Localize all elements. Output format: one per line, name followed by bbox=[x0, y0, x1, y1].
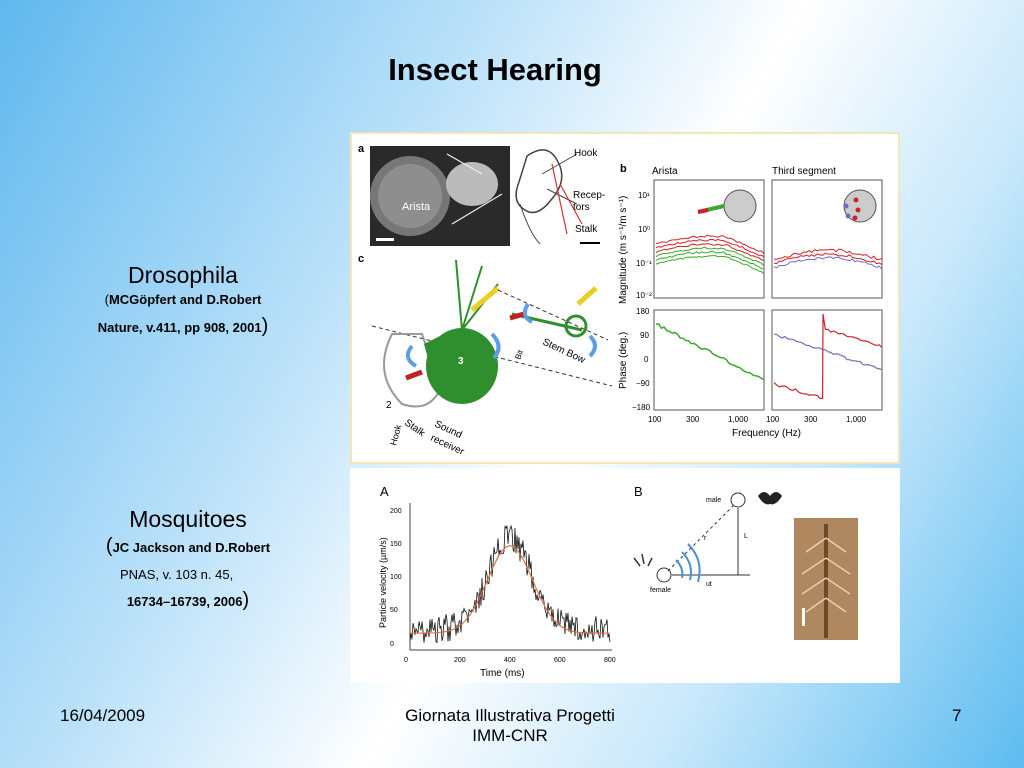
drosophila-ref-journal: Nature, v.411, pp 908, 2001 bbox=[98, 320, 262, 335]
panel-a-label: a bbox=[358, 143, 365, 155]
female-antenna-icon bbox=[634, 554, 652, 566]
phase-tick: 90 bbox=[640, 331, 649, 340]
antenna-sketch bbox=[516, 150, 562, 213]
phase-tick: −180 bbox=[632, 403, 651, 412]
velocity-axis-label: Particle velocity (µm/s) bbox=[378, 537, 388, 628]
b-male-label: male bbox=[706, 497, 721, 504]
fly-head-icon bbox=[724, 190, 756, 222]
receptors-label-2: tors bbox=[573, 202, 590, 213]
b-ut-label: ut bbox=[706, 581, 712, 588]
column-third-segment: Third segment bbox=[772, 166, 836, 177]
freq-tick: 100 bbox=[766, 415, 780, 424]
mosquitoes-name: Mosquitoes bbox=[88, 506, 288, 533]
freq-tick: 1,000 bbox=[728, 415, 749, 424]
velocity-noise-trace bbox=[410, 526, 610, 643]
b-L-label: L bbox=[744, 533, 748, 540]
mag-tick: 10⁰ bbox=[638, 225, 650, 234]
drosophila-figure-graphic: a Arista Hook Recep- tors Stalk b Arista… bbox=[352, 134, 898, 462]
footer-date: 16/04/2009 bbox=[60, 706, 145, 726]
arista-phase-plot bbox=[654, 310, 764, 410]
stalk-label: Stalk bbox=[575, 224, 598, 235]
b-female-label: female bbox=[650, 587, 671, 594]
b-r-label: r bbox=[704, 535, 707, 542]
phase-tick: 0 bbox=[644, 355, 649, 364]
velocity-trace bbox=[410, 526, 610, 643]
paren-close: ) bbox=[243, 589, 250, 611]
y-tick-label: 100 bbox=[390, 574, 402, 581]
third-phase-plot bbox=[772, 310, 882, 410]
c-hook-label: Hook bbox=[388, 423, 403, 446]
slide-title: Insect Hearing bbox=[0, 52, 990, 88]
panel-B-label: B bbox=[634, 484, 643, 499]
slide-number: 7 bbox=[952, 706, 961, 726]
footer-line-2: IMM-CNR bbox=[340, 726, 680, 746]
panel-c-label: c bbox=[358, 253, 364, 265]
drosophila-name: Drosophila bbox=[78, 262, 288, 289]
freq-tick: 100 bbox=[648, 415, 662, 424]
y-tick-label: 150 bbox=[390, 541, 402, 548]
mosquito-figure-graphic: A Particle velocity (µm/s) 200150100500 … bbox=[350, 468, 900, 683]
paren-close: ) bbox=[262, 315, 269, 337]
male-marker bbox=[731, 493, 745, 507]
footer-center: Giornata Illustrativa Progetti IMM-CNR bbox=[340, 706, 680, 746]
mag-tick: 10¹ bbox=[638, 191, 650, 200]
sound-wave-icon bbox=[676, 544, 700, 582]
drosophila-caption: Drosophila (MCGöpfert and D.Robert Natur… bbox=[78, 262, 288, 338]
mosquitoes-caption: Mosquitoes (JC Jackson and D.Robert PNAS… bbox=[88, 506, 288, 612]
y-tick-label: 0 bbox=[390, 641, 394, 648]
mosquitoes-ref-journal: PNAS, v. 103 n. 45, bbox=[120, 567, 233, 582]
y-tick-label: 200 bbox=[390, 508, 402, 515]
mag-tick: 10⁻² bbox=[636, 291, 652, 300]
magnitude-axis-label: Magnitude (m s⁻¹/m s⁻¹) bbox=[618, 196, 629, 304]
freq-tick: 300 bbox=[686, 415, 700, 424]
x-tick-label: 0 bbox=[404, 657, 408, 664]
phase-tick: −90 bbox=[636, 379, 650, 388]
x-tick-label: 200 bbox=[454, 657, 466, 664]
panel-A-label: A bbox=[380, 484, 389, 499]
receptors-label-1: Recep- bbox=[573, 190, 605, 201]
column-arista: Arista bbox=[652, 166, 678, 177]
y-tick-label: 50 bbox=[390, 607, 398, 614]
mosquito-figure: A Particle velocity (µm/s) 200 150 100 50 0 … bbox=[350, 468, 900, 683]
segment-2-label: 2 bbox=[386, 400, 392, 411]
c-stalk-label: Stalk bbox=[402, 417, 427, 439]
phase-tick: 180 bbox=[636, 307, 650, 316]
mag-tick: 10⁻¹ bbox=[636, 259, 652, 268]
phase-axis-label: Phase (deg.) bbox=[618, 332, 629, 389]
drosophila-ref-authors: MCGöpfert and D.Robert bbox=[109, 292, 261, 307]
c-stem-bow-label: Stem Bow bbox=[541, 337, 588, 367]
mosquitoes-ref-authors: JC Jackson and D.Robert bbox=[113, 540, 271, 555]
mosquitoes-ref-pages: 16734–16739, 2006 bbox=[127, 594, 243, 609]
frequency-axis-label: Frequency (Hz) bbox=[732, 428, 801, 439]
c-bit-label: Bit bbox=[513, 348, 525, 361]
x-tick-label: 800 bbox=[604, 657, 616, 664]
drosophila-figure: a Arista Hook Recep- tors Stalk b Arista… bbox=[350, 132, 900, 464]
freq-tick: 300 bbox=[804, 415, 818, 424]
freq-tick: 1,000 bbox=[846, 415, 867, 424]
arista-arrow bbox=[472, 288, 498, 310]
paren-open: ( bbox=[106, 535, 113, 557]
x-tick-label: 600 bbox=[554, 657, 566, 664]
velocity-fit-curve bbox=[410, 546, 610, 634]
time-axis-label: Time (ms) bbox=[480, 668, 525, 679]
panel-b-label: b bbox=[620, 163, 627, 175]
x-tick-label: 400 bbox=[504, 657, 516, 664]
male-antenna-icon bbox=[758, 492, 782, 504]
segment-3-label: 3 bbox=[458, 356, 464, 367]
arista-label: Arista bbox=[402, 201, 431, 213]
footer-line-1: Giornata Illustrativa Progetti bbox=[340, 706, 680, 726]
hook-label: Hook bbox=[574, 148, 598, 159]
